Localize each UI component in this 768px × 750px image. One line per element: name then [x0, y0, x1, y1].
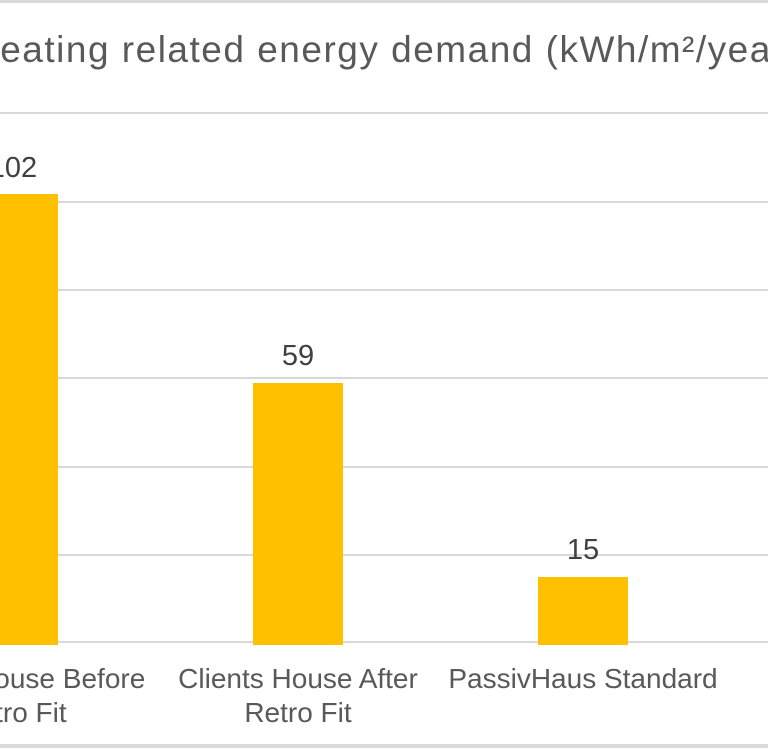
gridline-20	[0, 554, 768, 556]
value-label-after-retro-fit: 59	[281, 340, 315, 372]
top-border-line	[0, 0, 768, 3]
category-label-line: Clients House Before	[0, 663, 146, 694]
x-axis-line	[0, 641, 768, 643]
chart-title: Heating related energy demand (kWh/m²/ye…	[0, 29, 768, 70]
category-label-before-retro-fit: Clients House Before Retro Fit	[0, 662, 183, 730]
category-label-line: Retro Fit	[0, 697, 67, 728]
category-label-passivhaus: PassivHaus Standard	[413, 662, 753, 696]
value-label-before-retro-fit: 102	[0, 152, 38, 184]
gridline-60	[0, 377, 768, 379]
category-label-after-retro-fit: Clients House After Retro Fit	[128, 662, 468, 730]
gridline-120	[0, 112, 768, 114]
bar-clients-house-before-retro-fit	[0, 194, 58, 645]
category-label-line: Retro Fit	[244, 697, 352, 728]
gridline-40	[0, 466, 768, 468]
category-label-line: PassivHaus Standard	[448, 663, 718, 694]
bar-passivhaus-standard	[538, 577, 628, 645]
category-label-line: Clients House After	[178, 663, 418, 694]
value-label-passivhaus: 15	[566, 534, 600, 566]
gridline-80	[0, 289, 768, 291]
bottom-border-line	[0, 744, 768, 748]
bar-clients-house-after-retro-fit	[253, 383, 343, 645]
gridline-100	[0, 201, 768, 203]
